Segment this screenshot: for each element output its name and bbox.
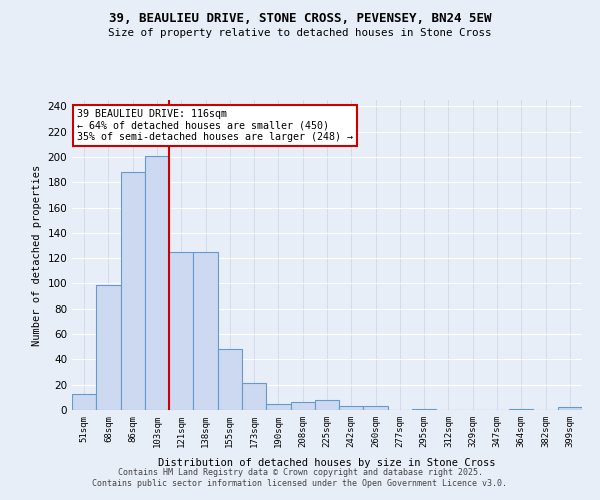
Bar bbox=[193, 252, 218, 410]
Bar bbox=[290, 402, 315, 410]
Y-axis label: Number of detached properties: Number of detached properties bbox=[32, 164, 42, 346]
Text: Contains HM Land Registry data © Crown copyright and database right 2025.
Contai: Contains HM Land Registry data © Crown c… bbox=[92, 468, 508, 487]
Bar bbox=[72, 394, 96, 410]
Text: Size of property relative to detached houses in Stone Cross: Size of property relative to detached ho… bbox=[108, 28, 492, 38]
Bar bbox=[121, 172, 145, 410]
Bar bbox=[364, 406, 388, 410]
Bar bbox=[339, 406, 364, 410]
Bar bbox=[145, 156, 169, 410]
Bar bbox=[315, 400, 339, 410]
Bar bbox=[218, 350, 242, 410]
Bar bbox=[96, 284, 121, 410]
Text: 39 BEAULIEU DRIVE: 116sqm
← 64% of detached houses are smaller (450)
35% of semi: 39 BEAULIEU DRIVE: 116sqm ← 64% of detac… bbox=[77, 109, 353, 142]
Bar bbox=[266, 404, 290, 410]
Bar bbox=[509, 408, 533, 410]
Bar bbox=[242, 384, 266, 410]
Bar bbox=[558, 408, 582, 410]
X-axis label: Distribution of detached houses by size in Stone Cross: Distribution of detached houses by size … bbox=[158, 458, 496, 468]
Bar bbox=[412, 408, 436, 410]
Text: 39, BEAULIEU DRIVE, STONE CROSS, PEVENSEY, BN24 5EW: 39, BEAULIEU DRIVE, STONE CROSS, PEVENSE… bbox=[109, 12, 491, 26]
Bar bbox=[169, 252, 193, 410]
